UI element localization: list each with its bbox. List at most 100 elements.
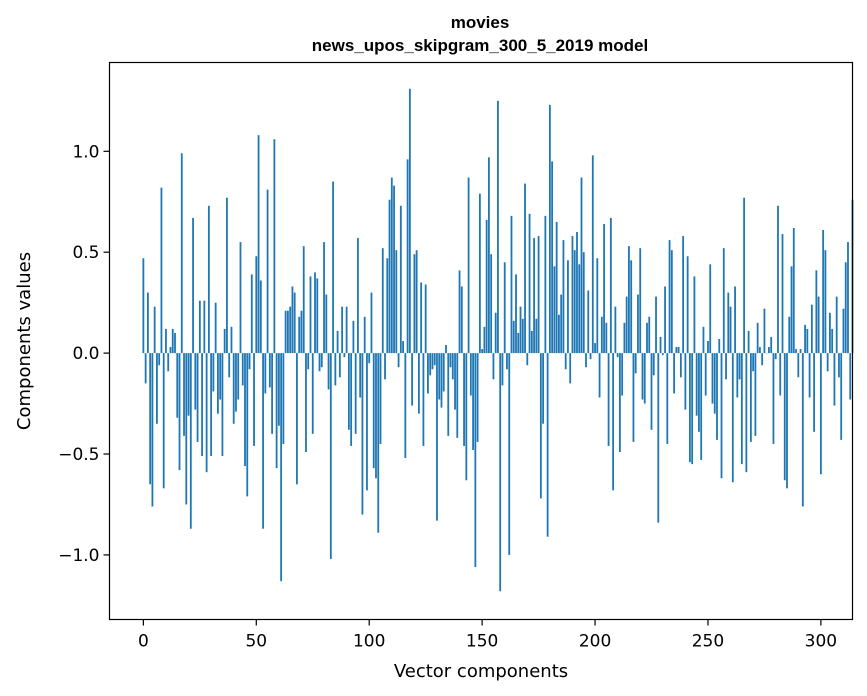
bar-161 [506, 353, 508, 370]
bar-39 [230, 326, 233, 354]
bar-66 [291, 286, 294, 354]
y-tick-label-0: 1.0 [72, 142, 99, 162]
bar-19 [185, 353, 188, 505]
bar-293 [804, 324, 806, 354]
bar-281 [777, 205, 779, 354]
bar-165 [515, 274, 517, 354]
bar-196 [585, 353, 587, 368]
bar-207 [609, 217, 612, 354]
bar-37 [226, 197, 228, 354]
y-tick-label-3: −0.5 [58, 445, 99, 465]
bar-309 [840, 353, 843, 440]
bar-274 [761, 353, 764, 366]
bar-133 [442, 353, 445, 392]
bar-185 [560, 294, 563, 354]
bar-191 [573, 250, 576, 354]
bar-146 [472, 353, 474, 450]
bar-8 [160, 187, 163, 354]
x-tick-label-1: 50 [245, 632, 267, 652]
bar-91 [347, 353, 350, 430]
bar-53 [262, 353, 264, 529]
bar-3 [149, 353, 152, 485]
bar-57 [271, 353, 274, 434]
bar-174 [535, 318, 538, 354]
bar-103 [375, 353, 377, 479]
bar-267 [745, 353, 748, 473]
bar-84 [332, 181, 334, 354]
bar-94 [354, 353, 357, 434]
bar-29 [207, 205, 210, 354]
bar-44 [241, 353, 244, 386]
bar-18 [183, 353, 185, 436]
bar-308 [838, 353, 840, 378]
bar-31 [212, 353, 215, 392]
bar-231 [664, 286, 666, 354]
bar-213 [623, 322, 626, 354]
bar-52 [259, 280, 262, 354]
x-axis: 0 50 100 150 200 250 300 [138, 619, 837, 652]
bar-124 [422, 353, 425, 446]
bar-131 [438, 353, 441, 400]
bar-67 [293, 292, 296, 354]
y-tick-label-4: −1.0 [58, 546, 99, 566]
bar-291 [799, 349, 802, 354]
bar-215 [628, 246, 630, 354]
bar-312 [847, 242, 849, 354]
bar-126 [427, 353, 429, 394]
bar-284 [783, 353, 786, 481]
bar-14 [174, 332, 176, 354]
bar-28 [205, 353, 208, 473]
x-tick-label-6: 300 [805, 632, 837, 652]
bar-114 [399, 205, 402, 354]
bar-219 [637, 294, 639, 354]
bar-186 [562, 240, 565, 354]
bar-50 [255, 256, 258, 354]
bar-297 [813, 353, 816, 432]
bar-78 [318, 353, 321, 372]
bar-70 [300, 310, 303, 354]
bar-175 [537, 236, 540, 354]
y-tick-label-1: 0.5 [72, 243, 99, 263]
bar-65 [289, 306, 292, 354]
bar-92 [350, 353, 353, 446]
bar-123 [420, 282, 423, 354]
bar-127 [429, 353, 432, 376]
bar-223 [646, 322, 648, 354]
bar-72 [305, 353, 307, 452]
bar-73 [307, 353, 310, 370]
bar-118 [408, 88, 411, 354]
bar-86 [336, 330, 339, 354]
bar-244 [693, 276, 696, 354]
bar-27 [203, 300, 206, 354]
bar-220 [639, 248, 642, 354]
bar-10 [165, 328, 167, 354]
bar-75 [311, 353, 314, 434]
bar-89 [343, 353, 346, 358]
bar-266 [743, 197, 746, 354]
bar-178 [544, 215, 547, 354]
bar-108 [386, 258, 389, 354]
bar-166 [517, 332, 520, 354]
bar-112 [395, 250, 398, 354]
bar-23 [194, 353, 197, 410]
bar-199 [591, 155, 594, 354]
bar-189 [569, 353, 572, 384]
bar-20 [187, 353, 190, 416]
bar-46 [246, 353, 249, 497]
bar-160 [503, 262, 506, 354]
bar-120 [413, 254, 416, 354]
bar-184 [558, 314, 560, 354]
bar-109 [388, 199, 391, 354]
bar-239 [682, 236, 685, 354]
bar-115 [402, 341, 404, 354]
bar-54 [264, 353, 267, 394]
bar-289 [795, 349, 797, 354]
bar-307 [835, 296, 838, 354]
bar-299 [817, 296, 820, 354]
bar-153 [488, 157, 490, 354]
bar-292 [801, 353, 804, 507]
bar-96 [359, 353, 362, 398]
bar-222 [643, 353, 646, 404]
bar-181 [551, 161, 554, 354]
